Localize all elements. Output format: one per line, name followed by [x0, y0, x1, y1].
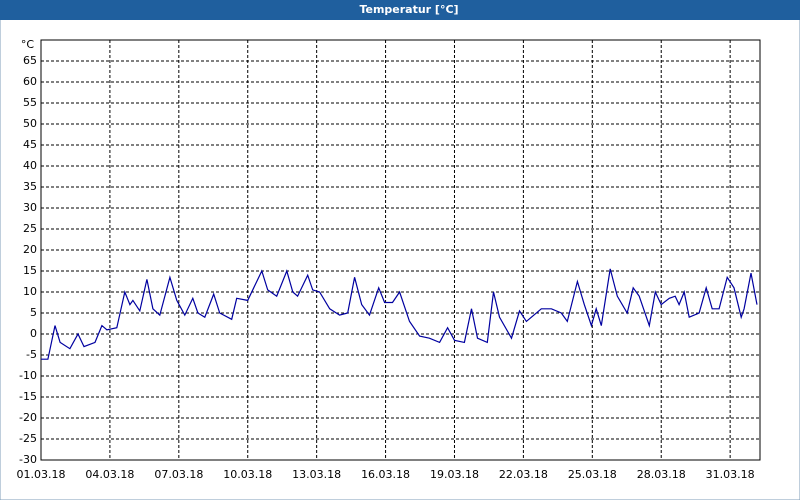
y-tick-label: 60 [23, 75, 37, 88]
x-tick-label: 28.03.18 [637, 468, 686, 481]
y-tick-label: 50 [23, 117, 37, 130]
y-tick-label: -15 [19, 390, 37, 403]
y-tick-label: -30 [19, 453, 37, 466]
y-tick-label: 45 [23, 138, 37, 151]
y-tick-label: 35 [23, 180, 37, 193]
y-axis-label: °C [21, 38, 35, 51]
plot-area [41, 40, 760, 460]
plot-border [40, 39, 761, 461]
x-tick-label: 01.03.18 [17, 468, 66, 481]
y-tick-label: 15 [23, 264, 37, 277]
y-tick-label: 65 [23, 54, 37, 67]
y-tick-label: -20 [19, 411, 37, 424]
y-tick-label: -25 [19, 432, 37, 445]
y-tick-label: 10 [23, 285, 37, 298]
y-tick-label: 30 [23, 201, 37, 214]
x-tick-label: 19.03.18 [430, 468, 479, 481]
x-tick-label: 10.03.18 [223, 468, 272, 481]
y-tick-label: -5 [26, 348, 37, 361]
y-tick-label: 20 [23, 243, 37, 256]
x-tick-label: 16.03.18 [361, 468, 410, 481]
data-line [41, 268, 758, 360]
y-tick-label: 25 [23, 222, 37, 235]
x-tick-label: 25.03.18 [568, 468, 617, 481]
x-tick-label: 22.03.18 [499, 468, 548, 481]
chart-title: Temperatur [°C] [359, 3, 458, 16]
y-tick-label: 5 [30, 306, 37, 319]
x-tick-label: 04.03.18 [85, 468, 134, 481]
y-tick-label: 40 [23, 159, 37, 172]
y-tick-label: 55 [23, 96, 37, 109]
x-tick-label: 31.03.18 [706, 468, 755, 481]
y-tick-label: 0 [30, 327, 37, 340]
x-tick-label: 13.03.18 [292, 468, 341, 481]
title-bar [0, 0, 800, 20]
x-tick-label: 07.03.18 [154, 468, 203, 481]
y-tick-label: -10 [19, 369, 37, 382]
